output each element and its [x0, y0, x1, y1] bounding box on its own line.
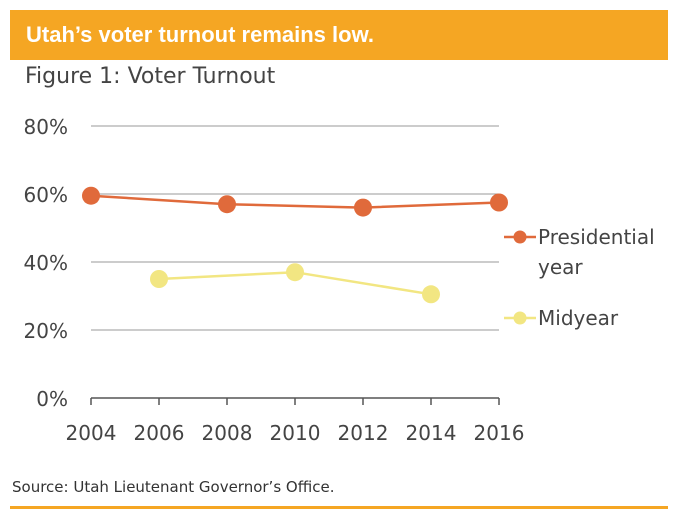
y-tick-label: 0%	[36, 387, 68, 411]
bottom-rule	[10, 506, 668, 509]
figure-title: Figure 1: Voter Turnout	[25, 64, 276, 89]
legend-label: Presidential	[538, 225, 655, 249]
data-point	[218, 195, 236, 214]
x-tick-label: 2016	[474, 421, 525, 445]
x-tick-label: 2014	[406, 421, 457, 445]
x-tick-label: 2004	[66, 421, 117, 445]
header-banner: Utah’s voter turnout remains low.	[10, 10, 668, 60]
source-note: Source: Utah Lieutenant Governor’s Offic…	[12, 478, 335, 496]
series-line	[90, 194, 500, 209]
legend-marker	[513, 230, 527, 244]
data-point	[82, 186, 100, 205]
data-point	[354, 198, 372, 217]
x-tick-label: 2008	[202, 421, 253, 445]
y-tick-label: 80%	[24, 115, 68, 139]
voter-turnout-chart: 0% 20% 40% 60% 80% 2004 2006 2008 2010 2012 2014 20…	[24, 115, 655, 445]
x-tick-label: 2010	[270, 421, 321, 445]
data-point	[490, 193, 508, 212]
y-tick-label: 20%	[24, 319, 68, 343]
x-tick-label: 2006	[134, 421, 185, 445]
legend-marker	[513, 311, 527, 325]
grid-lines	[91, 125, 499, 331]
axes: 0% 20% 40% 60% 80% 2004 2006 2008 2010 2012 2014 20…	[24, 115, 525, 445]
data-point	[422, 285, 440, 304]
series	[82, 186, 508, 304]
y-tick-label: 60%	[24, 183, 68, 207]
legend-label: Midyear	[538, 306, 619, 330]
legend-label: year	[538, 255, 583, 279]
x-tick-label: 2012	[338, 421, 389, 445]
legend: Presidential year Midyear	[504, 225, 655, 330]
data-point	[286, 263, 304, 282]
y-tick-label: 40%	[24, 251, 68, 275]
data-point	[150, 270, 168, 288]
banner-title: Utah’s voter turnout remains low.	[26, 22, 374, 47]
